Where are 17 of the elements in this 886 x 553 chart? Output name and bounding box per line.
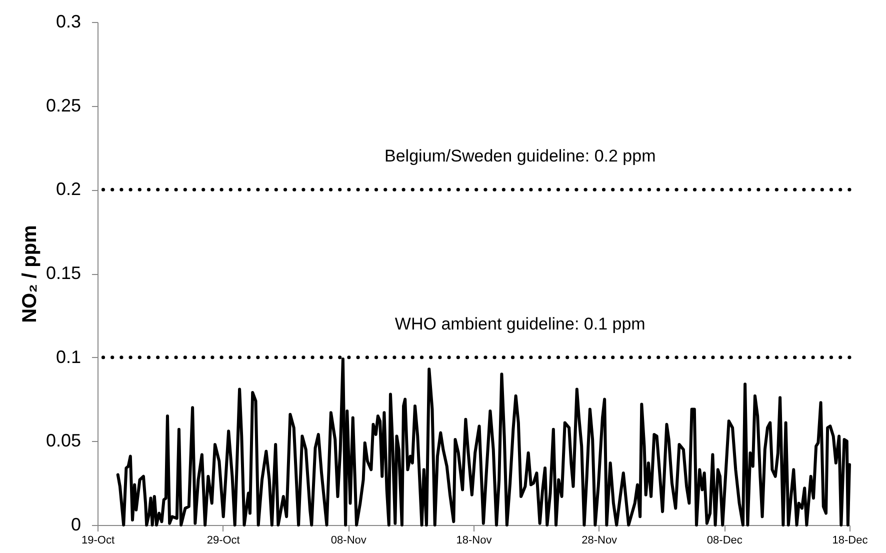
x-tick-label: 19-Oct xyxy=(81,534,115,546)
x-tick-label: 18-Nov xyxy=(456,534,492,546)
y-tick-label: 0.05 xyxy=(46,430,81,451)
y-tick-label: 0.15 xyxy=(46,263,81,283)
x-tick-label: 18-Dec xyxy=(832,534,868,546)
y-tick-label: 0.1 xyxy=(56,346,81,367)
ref-line-label: WHO ambient guideline: 0.1 ppm xyxy=(394,314,646,334)
x-tick-label: 29-Oct xyxy=(206,534,240,546)
y-tick-label: 0.3 xyxy=(56,12,81,32)
y-tick-label: 0.2 xyxy=(56,179,81,200)
ref-line-label: Belgium/Sweden guideline: 0.2 ppm xyxy=(384,146,656,166)
y-tick-label: 0 xyxy=(70,514,81,534)
y-axis-title: NO₂ / ppm xyxy=(18,225,41,323)
x-tick-label: 08-Nov xyxy=(330,534,367,546)
x-tick-label: 28-Nov xyxy=(582,534,618,546)
x-tick-label: 08-Dec xyxy=(706,534,743,546)
y-tick-label: 0.25 xyxy=(46,95,81,116)
